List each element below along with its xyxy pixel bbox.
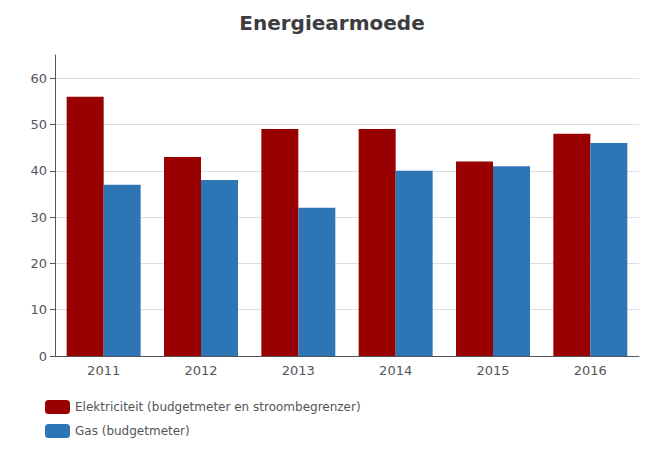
svg-text:30: 30	[30, 210, 47, 225]
svg-text:2013: 2013	[282, 363, 315, 378]
svg-text:Energiearmoede: Energiearmoede	[239, 11, 424, 35]
svg-text:60: 60	[30, 71, 47, 86]
svg-text:2014: 2014	[379, 363, 412, 378]
svg-text:Elektriciteit (budgetmeter en: Elektriciteit (budgetmeter en stroombegr…	[75, 400, 361, 414]
svg-text:2011: 2011	[87, 363, 120, 378]
svg-text:2016: 2016	[574, 363, 607, 378]
svg-text:Gas (budgetmeter): Gas (budgetmeter)	[75, 424, 190, 438]
svg-text:2012: 2012	[184, 363, 217, 378]
svg-text:20: 20	[30, 256, 47, 271]
svg-text:40: 40	[30, 163, 47, 178]
svg-text:2015: 2015	[476, 363, 509, 378]
svg-text:50: 50	[30, 117, 47, 132]
svg-text:0: 0	[39, 349, 47, 364]
svg-text:10: 10	[30, 302, 47, 317]
